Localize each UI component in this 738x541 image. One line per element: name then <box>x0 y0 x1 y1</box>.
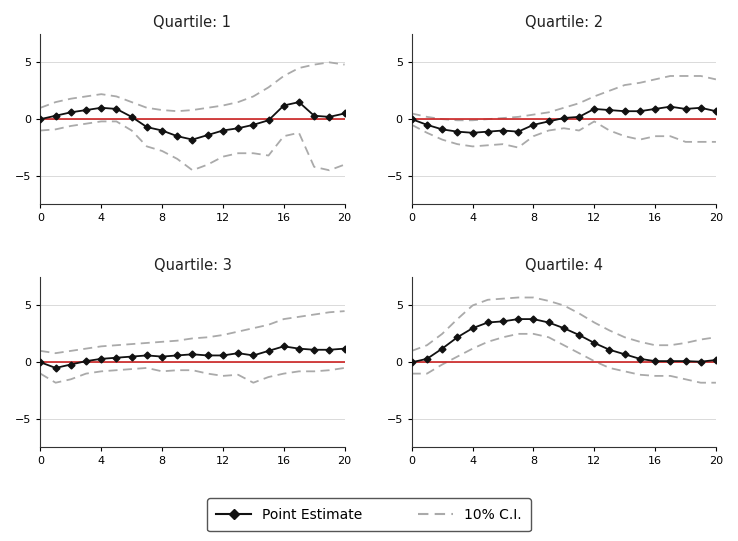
Title: Quartile: 3: Quartile: 3 <box>154 258 232 273</box>
Title: Quartile: 4: Quartile: 4 <box>525 258 603 273</box>
Legend: Point Estimate, 10% C.I.: Point Estimate, 10% C.I. <box>207 498 531 531</box>
Title: Quartile: 2: Quartile: 2 <box>525 15 603 30</box>
Title: Quartile: 1: Quartile: 1 <box>154 15 232 30</box>
